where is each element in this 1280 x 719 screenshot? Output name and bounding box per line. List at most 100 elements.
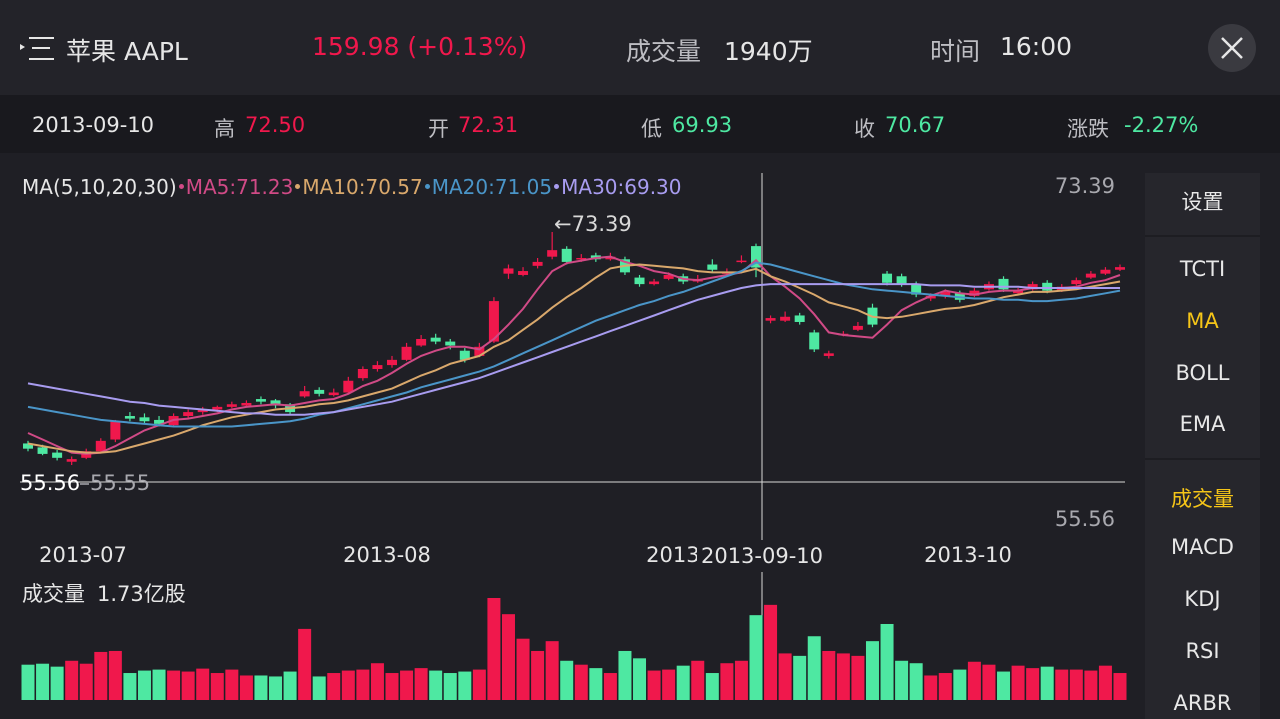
volume-bar: [210, 673, 224, 700]
legend-entry: MA20:71.05: [431, 175, 553, 199]
legend-dot: [554, 184, 560, 189]
candle-body: [925, 295, 936, 299]
volume-bar: [516, 638, 530, 700]
candle-body: [1085, 273, 1096, 278]
crosshair-date: 2013-09-10: [701, 544, 823, 568]
candle-body: [969, 290, 980, 296]
volume-bar: [924, 675, 938, 700]
volume-bar: [633, 658, 647, 700]
candle-body: [226, 404, 237, 407]
volume-bar: [1055, 669, 1069, 700]
menu-item[interactable]: 成交量: [1171, 487, 1234, 511]
candle-body: [503, 268, 514, 274]
candle-body: [1027, 284, 1038, 290]
candle-body: [416, 338, 427, 346]
volume-bar: [1098, 665, 1112, 700]
volume-bar: [400, 670, 414, 700]
stock-price: 159.98 (+0.13%): [312, 32, 528, 61]
volume-bar: [851, 655, 865, 700]
volume-bar: [283, 671, 297, 700]
kline-chart: 73.39 55.56 成交量 1.73亿股 ←73.39 55.56 55.55 20…: [20, 173, 1127, 700]
volume-bar: [65, 660, 79, 700]
candle-body: [780, 316, 791, 321]
x-axis-label: 2013-10: [924, 543, 1012, 567]
info-bar: 2013-09-10 高 72.50 开 72.31 低 69.93 收 70.…: [0, 95, 1280, 153]
volume-bar: [749, 615, 763, 700]
volume-bar: [414, 668, 428, 700]
candle-body: [66, 459, 77, 462]
menu-item[interactable]: BOLL: [1175, 361, 1230, 385]
x-axis-label: 2013-08: [343, 543, 431, 567]
candle-body: [649, 281, 660, 285]
volume-bar: [705, 673, 719, 700]
volume-bar: [181, 671, 195, 700]
volume-bar: [545, 641, 559, 700]
candle-body: [37, 447, 48, 454]
volume-bar: [1069, 669, 1083, 700]
volume-bar: [501, 614, 515, 700]
volume-bar: [341, 670, 355, 700]
candle-body: [488, 301, 499, 342]
candle-body: [314, 389, 325, 394]
volume-bar: [1011, 665, 1025, 700]
candle-body: [809, 332, 820, 350]
candle-body: [110, 421, 121, 440]
ma-line: [27, 255, 1121, 455]
ma-line: [27, 263, 1121, 454]
menu-item[interactable]: MA: [1186, 309, 1219, 333]
menu-item[interactable]: MACD: [1171, 535, 1234, 559]
menu-item[interactable]: ARBR: [1173, 691, 1232, 715]
candle-body: [794, 315, 805, 322]
volume-bar: [108, 650, 122, 700]
indicator-menu: 设置 TCTI MA BOLL EMA 成交量 MACD KDJ RSI ARBR: [1145, 173, 1260, 719]
candle-body: [328, 392, 339, 396]
volume-bar: [880, 623, 894, 700]
menu-item[interactable]: RSI: [1185, 639, 1220, 663]
volume-bar: [458, 671, 472, 700]
candle-body: [940, 291, 951, 296]
candle-body: [343, 380, 354, 393]
volume-bar: [36, 663, 50, 700]
close-button[interactable]: [1207, 23, 1257, 73]
candle-body: [23, 443, 33, 449]
candle-body: [1013, 290, 1024, 294]
volume-bar: [167, 670, 181, 700]
candle-body: [139, 417, 150, 422]
candle-body: [634, 277, 645, 285]
legend-dot: [178, 184, 184, 189]
candle-body: [241, 402, 252, 406]
menu-item[interactable]: KDJ: [1184, 587, 1221, 611]
candle-body: [52, 452, 63, 458]
candle-body: [299, 391, 310, 397]
volume-bar: [574, 664, 588, 700]
volume-bar: [137, 670, 151, 700]
menu-item[interactable]: 设置: [1181, 190, 1224, 214]
low-value: 69.93: [672, 113, 733, 137]
high-label: 高: [214, 117, 235, 141]
crosshair-price-label: 55.56: [20, 471, 80, 495]
volume-bar: [691, 660, 705, 700]
volume-bar: [589, 668, 603, 700]
volume-bar: [662, 669, 676, 700]
min-annotation: 55.55: [90, 471, 150, 495]
time-label: 时间: [930, 37, 981, 66]
volume-bar: [531, 650, 545, 700]
candle-body: [852, 325, 863, 330]
volume-value: 1.73亿股: [97, 582, 186, 606]
open-label: 开: [428, 117, 449, 141]
volume-bar: [822, 650, 836, 700]
candle-body: [736, 260, 747, 263]
candle-body: [430, 337, 441, 342]
menu-item[interactable]: TCTI: [1179, 257, 1226, 281]
volume-label: 成交量: [626, 37, 702, 66]
candle-body: [532, 261, 543, 266]
volume-bar: [225, 669, 239, 700]
menu-item[interactable]: EMA: [1179, 412, 1226, 436]
volume-bar: [429, 670, 443, 700]
volume-bar: [312, 676, 326, 700]
volume-bar: [50, 666, 64, 700]
menu-icon[interactable]: [20, 36, 56, 62]
candle-body: [1042, 282, 1053, 291]
volume-bar: [982, 664, 996, 700]
volume-bar: [720, 663, 734, 700]
